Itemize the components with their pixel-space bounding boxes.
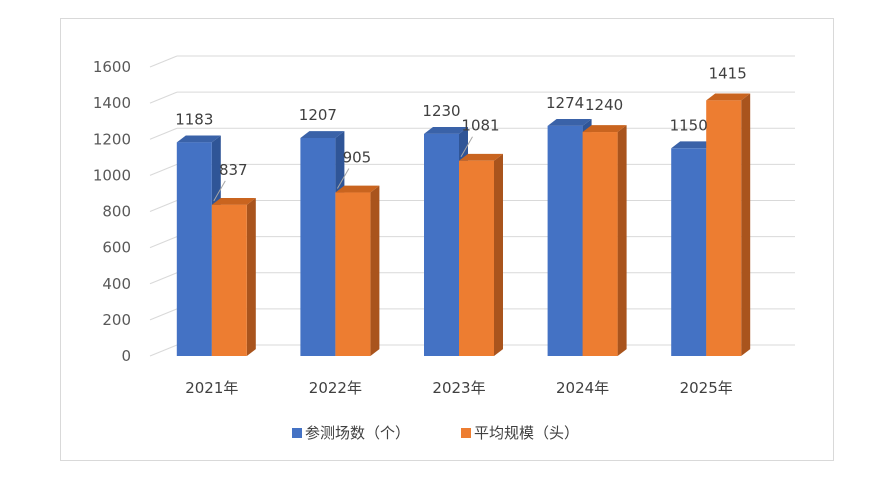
- data-label: 1274: [546, 94, 584, 112]
- x-tick-label: 2023年: [432, 379, 485, 397]
- y-tick-label: 600: [102, 239, 131, 257]
- bar: [582, 125, 627, 357]
- y-tick-label: 1400: [93, 94, 131, 112]
- x-axis-labels: 2021年 2022年 2023年 2024年 2025年: [185, 379, 733, 397]
- bars: [176, 93, 751, 357]
- data-label: 1183: [175, 110, 213, 128]
- legend-swatch: [461, 428, 471, 438]
- bar: [706, 93, 751, 357]
- y-tick-label: 1600: [93, 58, 131, 76]
- y-tick-label: 800: [102, 203, 131, 221]
- data-label: 905: [343, 149, 372, 167]
- gridline: [149, 55, 795, 68]
- leader-line: [336, 168, 350, 189]
- bar: [335, 185, 380, 356]
- data-label: 1207: [299, 106, 337, 124]
- legend-swatch: [292, 428, 302, 438]
- y-axis-ticks: 0 200 400 600 800 1000 1200 1400 1600: [93, 58, 131, 365]
- x-tick-label: 2021年: [185, 379, 238, 397]
- data-label: 1415: [709, 64, 747, 82]
- data-label: 1230: [422, 102, 460, 120]
- x-tick-label: 2022年: [309, 379, 362, 397]
- y-tick-label: 1200: [93, 130, 131, 148]
- data-label: 1240: [585, 96, 623, 114]
- x-tick-label: 2024年: [556, 379, 609, 397]
- leader-line: [460, 136, 473, 157]
- y-tick-label: 1000: [93, 166, 131, 184]
- gridline: [149, 127, 795, 140]
- legend-label: 平均规模（头）: [474, 424, 579, 442]
- bar: [176, 135, 221, 356]
- data-label: 1081: [461, 117, 499, 135]
- y-tick-label: 400: [102, 275, 131, 293]
- x-tick-label: 2025年: [680, 379, 733, 397]
- bar: [459, 153, 503, 356]
- legend: 参测场数（个） 平均规模（头）: [292, 424, 579, 442]
- data-label: 837: [219, 161, 248, 179]
- legend-item: 参测场数（个）: [292, 424, 410, 442]
- legend-item: 平均规模（头）: [461, 424, 579, 442]
- bar: [211, 197, 256, 356]
- legend-label: 参测场数（个）: [305, 424, 410, 442]
- y-tick-label: 200: [102, 311, 131, 329]
- y-tick-label: 0: [121, 347, 131, 365]
- leader-line: [213, 180, 226, 202]
- data-label: 1150: [670, 116, 708, 134]
- gridline: [149, 91, 795, 104]
